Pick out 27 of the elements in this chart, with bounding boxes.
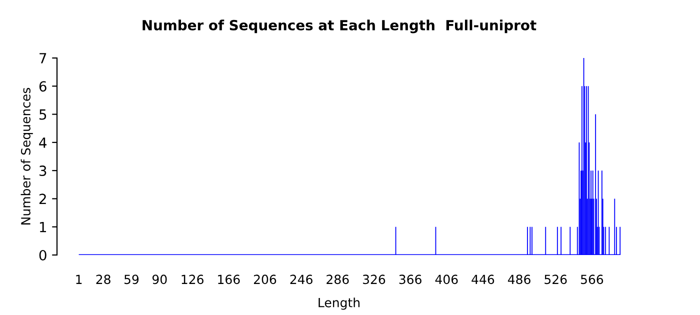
x-tick-label: 246 [290,274,312,284]
x-tick-label: 326 [362,274,386,284]
y-tick-label: 3 [40,166,46,176]
x-tick-label: 406 [435,274,458,284]
y-tick-label: 6 [39,81,46,92]
x-tick-label: 59 [124,274,139,284]
x-tick-label: 206 [254,274,276,284]
y-tick-label: 5 [40,109,46,120]
x-tick-label: 126 [182,274,204,284]
x-tick-label: 90 [152,274,167,284]
x-axis-title: Length [318,298,360,310]
y-tick-label: 2 [39,194,46,204]
y-tick-label: 1 [40,222,46,232]
x-tick-label: 28 [96,274,110,284]
x-tick-label: 446 [472,274,494,284]
x-tick-label: 366 [399,274,422,284]
chart-title: Number of Sequences at Each Length Full-uniprot [142,20,536,34]
y-axis-title: Number of Sequences [20,88,33,224]
x-tick-label: 166 [218,274,240,284]
x-tick-label: 286 [326,274,349,284]
x-tick-label: 526 [544,274,567,284]
x-tick-label: 1 [76,274,82,284]
y-tick-label: 7 [40,53,46,64]
y-tick-label: 0 [39,250,46,260]
y-tick-label: 4 [39,138,46,148]
x-tick-label: 566 [580,274,604,284]
x-tick-label: 486 [508,274,530,284]
